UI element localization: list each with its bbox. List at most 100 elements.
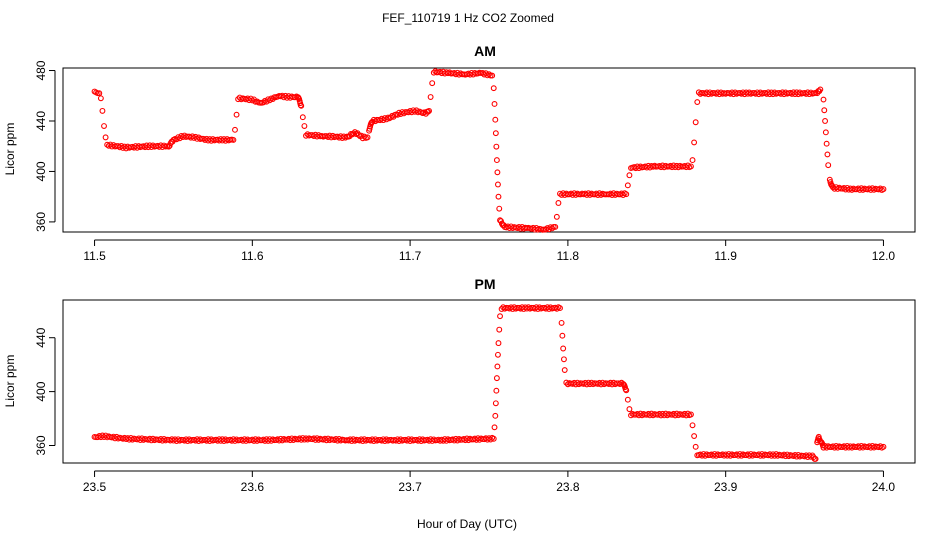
pm-x-tick-label: 23.8 [556, 480, 580, 494]
pm-y-tick-label: 360 [34, 435, 48, 455]
am-panel-title: AM [474, 43, 496, 59]
am-x-tick-label: 11.8 [557, 249, 580, 263]
am-data-point [355, 132, 362, 138]
am-data-point [492, 130, 499, 137]
am-y-tick-label: 480 [34, 60, 48, 80]
pm-panel-title: PM [475, 276, 496, 292]
am-data-point [102, 134, 109, 141]
am-data-point [260, 99, 267, 106]
pm-data-point [492, 412, 499, 419]
pm-data-point [623, 387, 630, 394]
am-data-point [425, 108, 431, 115]
pm-data-point [559, 332, 566, 339]
pm-data-point [495, 340, 502, 347]
pm-data-point [557, 305, 563, 312]
am-data-point [689, 157, 696, 164]
pm-x-tick-label: 23.7 [398, 480, 422, 494]
am-data-point [493, 157, 500, 164]
am-data-point [692, 119, 699, 126]
am-data-point [495, 193, 502, 200]
am-data-point [880, 186, 887, 193]
pm-data-point [689, 422, 696, 429]
am-data-point [491, 100, 498, 107]
am-y-tick-label: 360 [34, 212, 48, 232]
am-data-point [405, 109, 412, 116]
x-axis-label: Hour of Day (UTC) [417, 517, 517, 531]
am-data-point [824, 151, 831, 158]
pm-data-point [491, 424, 498, 431]
am-data-point [624, 182, 631, 189]
am-data-point [233, 111, 240, 118]
am-data-point [350, 130, 357, 137]
am-x-tick-label: 11.5 [83, 249, 106, 263]
pm-data-point [880, 443, 887, 450]
am-data-point [822, 129, 829, 136]
pm-y-tick-label: 440 [34, 327, 48, 347]
am-data-point [489, 72, 496, 79]
am-data-point [142, 144, 148, 151]
am-data-points [91, 68, 887, 233]
am-data-point [623, 191, 630, 198]
pm-x-tick-label: 23.5 [83, 480, 107, 494]
pm-data-point [684, 410, 691, 417]
am-data-point [410, 107, 417, 114]
am-x-tick-label: 11.9 [714, 249, 737, 263]
pm-x-tick-label: 24.0 [872, 480, 896, 494]
pm-data-point [558, 319, 565, 326]
am-data-point [426, 107, 432, 114]
am-data-point [427, 94, 434, 100]
am-data-point [492, 116, 499, 123]
am-data-point [101, 123, 107, 129]
am-data-point [279, 92, 286, 99]
am-data-point [203, 135, 210, 142]
pm-data-point [553, 305, 560, 312]
am-data-point [542, 226, 549, 233]
am-data-point [825, 162, 832, 169]
am-data-point [232, 126, 238, 133]
pm-data-point [561, 367, 568, 373]
pm-data-point [490, 435, 497, 442]
am-data-point [99, 107, 106, 114]
am-x-tick-label: 12.0 [872, 249, 896, 263]
am-data-point [97, 95, 104, 102]
pm-data-point [877, 443, 884, 450]
am-data-point [230, 136, 237, 143]
am-data-point [688, 163, 694, 170]
pm-data-point [497, 313, 503, 320]
am-data-point [96, 90, 103, 97]
am-data-point [553, 213, 560, 220]
am-data-point [822, 118, 829, 124]
am-data-point [496, 205, 503, 212]
am-y-tick-label: 440 [34, 111, 48, 131]
am-data-point [549, 225, 556, 232]
am-data-point [364, 134, 371, 141]
pm-data-point [110, 433, 117, 440]
am-data-point [493, 143, 500, 150]
pm-y-axis-label: Licor ppm [3, 355, 17, 408]
pm-x-tick-label: 23.6 [241, 480, 265, 494]
am-plot-frame [62, 67, 916, 233]
am-data-point [694, 99, 701, 106]
am-data-point [298, 102, 305, 109]
am-data-point [691, 139, 698, 146]
am-data-point [301, 123, 308, 129]
am-data-point [486, 71, 492, 78]
pm-x-tick-label: 23.9 [714, 480, 738, 494]
pm-data-point [812, 456, 819, 462]
pm-data-point [496, 326, 503, 333]
pm-data-point [494, 363, 501, 370]
am-data-point [361, 133, 368, 140]
pm-plot-frame [62, 299, 916, 464]
pm-data-point [688, 411, 694, 418]
am-data-point [244, 95, 251, 102]
pm-data-point [494, 351, 501, 358]
pm-data-point [560, 356, 567, 363]
pm-y-tick-label: 400 [34, 381, 48, 401]
am-data-point [490, 85, 497, 92]
pm-data-point [487, 436, 494, 443]
am-data-point [494, 169, 501, 176]
figure-title: FEF_110719 1 Hz CO2 Zoomed [382, 11, 554, 25]
pm-data-point [493, 375, 500, 382]
am-data-point [821, 107, 828, 114]
